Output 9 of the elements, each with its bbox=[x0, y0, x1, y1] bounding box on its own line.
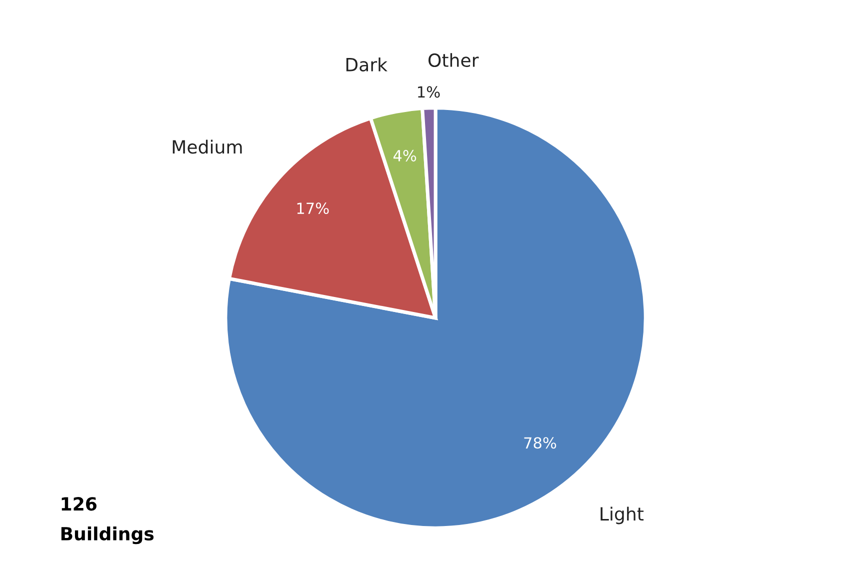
slice-label: Other bbox=[428, 53, 479, 68]
data-label: 4% bbox=[393, 150, 416, 162]
slice-label: Light bbox=[600, 506, 644, 524]
slice-label: Medium bbox=[172, 140, 242, 154]
text: 126 Buildings bbox=[61, 497, 154, 544]
data-label: 78% bbox=[524, 437, 556, 449]
data-label: 17% bbox=[297, 202, 329, 214]
slice-label: Dark bbox=[346, 57, 388, 72]
data-label: 1% bbox=[418, 86, 440, 98]
